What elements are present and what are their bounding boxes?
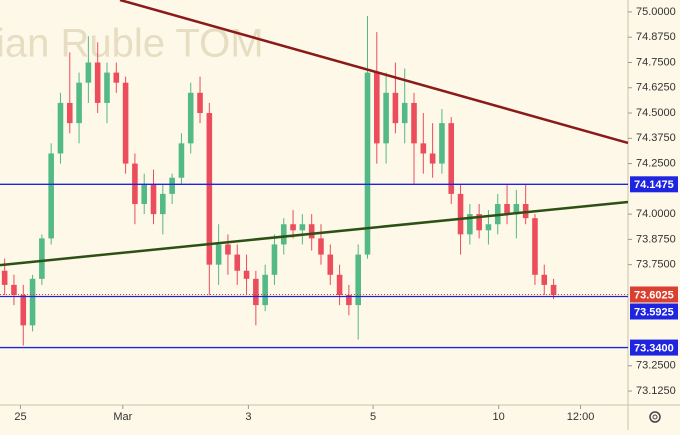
candle-body — [327, 254, 334, 275]
candle-body — [206, 113, 213, 265]
candle-body — [467, 214, 473, 235]
price-label-box — [630, 303, 678, 320]
y-tick-label: 74.8750 — [636, 31, 676, 43]
candle-body — [532, 218, 538, 275]
candle-body — [66, 102, 73, 124]
candle-body — [392, 92, 399, 124]
y-tick-label: 74.5000 — [636, 107, 676, 119]
candle-body — [234, 254, 241, 271]
x-tick-label: 12:00 — [567, 411, 595, 423]
candle-body — [197, 92, 203, 114]
candle-body — [439, 123, 445, 164]
price-label: 73.3400 — [634, 342, 674, 354]
candle-body — [383, 92, 389, 144]
x-tick-label: 5 — [370, 411, 376, 423]
candle-body — [336, 274, 343, 296]
y-tick-label: 73.2500 — [636, 360, 676, 372]
candle-body — [29, 278, 36, 326]
candle-body — [150, 183, 157, 215]
candle-body — [280, 224, 287, 245]
candle-body — [113, 72, 120, 83]
candle-body — [448, 123, 455, 194]
candle-body — [39, 238, 45, 279]
candle-body — [178, 143, 185, 178]
candle-body — [346, 295, 352, 306]
y-tick-label: 74.2500 — [636, 157, 676, 169]
candle-body — [187, 92, 194, 144]
price-label-box — [630, 286, 678, 303]
candle-body — [1, 270, 8, 285]
trend-line — [119, 0, 629, 145]
candle-body — [513, 204, 520, 215]
candle-body — [308, 224, 315, 239]
price-label: 73.6025 — [634, 289, 674, 301]
candle-body — [141, 183, 147, 205]
candle-body — [122, 82, 129, 164]
x-tick-label: Mar — [113, 411, 132, 423]
candle-body — [20, 295, 27, 326]
candle-body — [85, 62, 92, 83]
candle-body — [541, 274, 548, 285]
candle-body — [215, 244, 222, 265]
y-tick-label: 74.0000 — [636, 208, 676, 220]
candle-body — [429, 153, 436, 164]
candle-body — [457, 193, 464, 235]
y-tick-label: 75.0000 — [636, 6, 676, 18]
x-tick-label: 10 — [493, 411, 505, 423]
price-label: 73.5925 — [634, 306, 674, 318]
candle-body — [48, 153, 54, 239]
price-label: 74.1475 — [634, 179, 674, 191]
candle-body — [11, 284, 17, 296]
candle-body — [550, 284, 557, 296]
y-tick-label: 74.7500 — [636, 56, 676, 68]
candle-body — [76, 82, 82, 124]
y-tick-label: 73.1250 — [636, 385, 676, 397]
candle-body — [290, 224, 296, 231]
candle-body — [169, 177, 175, 194]
y-tick-label: 74.6250 — [636, 82, 676, 94]
candle-body — [355, 254, 361, 306]
candle-body — [271, 244, 278, 275]
candle-body — [504, 204, 510, 215]
x-tick-label: 3 — [245, 411, 251, 423]
candle-body — [94, 62, 101, 103]
candle-body — [262, 274, 268, 306]
candle-body — [160, 193, 166, 215]
candle-body — [243, 270, 250, 279]
price-label-box — [630, 176, 678, 193]
candle-body — [225, 244, 231, 255]
y-tick-label: 73.8750 — [636, 233, 676, 245]
price-label-box — [630, 339, 678, 356]
y-tick-label: 73.7500 — [636, 259, 676, 271]
candle-body — [485, 224, 492, 231]
candle-body — [104, 72, 110, 103]
candle-body — [299, 224, 306, 231]
candle-body — [411, 102, 417, 144]
plot-area — [0, 0, 629, 346]
candle-body — [420, 143, 427, 154]
candle-body — [401, 102, 408, 124]
candle-body — [318, 238, 324, 255]
x-tick-label: 25 — [14, 411, 26, 423]
candle-body — [476, 214, 482, 231]
candle-body — [364, 72, 371, 255]
candle-body — [253, 278, 259, 306]
candle-body — [57, 102, 64, 154]
y-tick-label: 74.3750 — [636, 132, 676, 144]
trend-line — [0, 200, 629, 267]
settings-icon[interactable] — [649, 411, 661, 423]
candle-body — [374, 72, 380, 144]
